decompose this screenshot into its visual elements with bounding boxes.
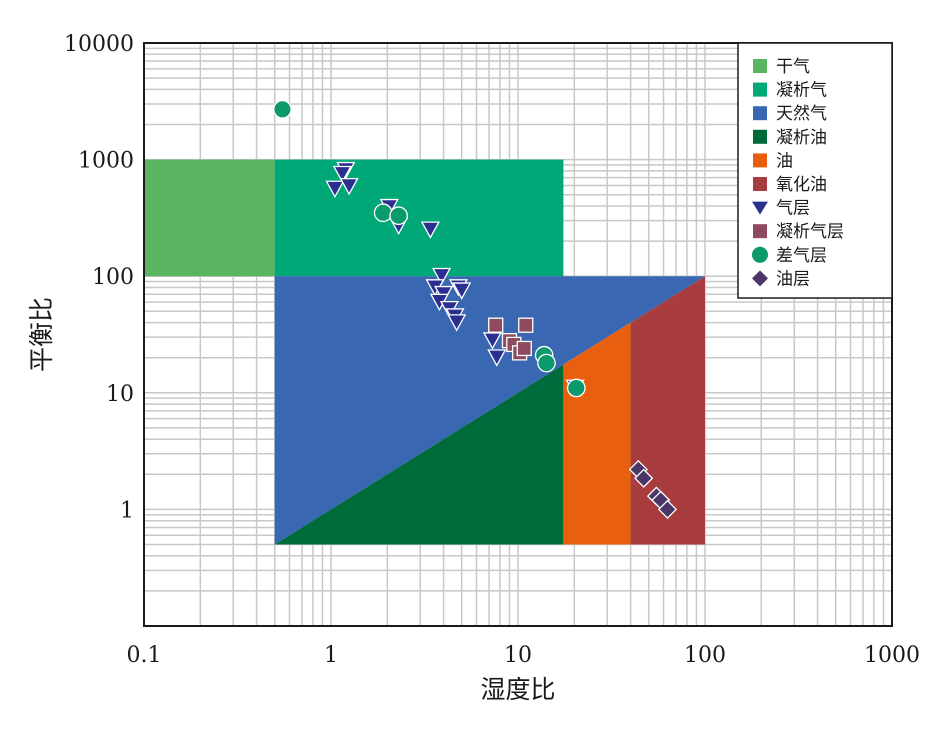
legend-swatch bbox=[753, 177, 767, 191]
legend-label: 油 bbox=[776, 151, 793, 171]
point-油层 bbox=[657, 499, 678, 519]
point-差气层 bbox=[373, 203, 393, 223]
legend-swatch bbox=[753, 129, 767, 144]
x-tick-label: 100 bbox=[684, 643, 726, 668]
point-凝析气层 bbox=[516, 340, 532, 357]
point-气层 bbox=[332, 165, 352, 184]
point-气层 bbox=[447, 314, 467, 332]
point-凝析气层 bbox=[488, 317, 504, 333]
y-tick-label: 1 bbox=[120, 498, 134, 523]
data-points bbox=[273, 99, 678, 519]
point-凝析气层 bbox=[518, 317, 534, 333]
classification-regions bbox=[144, 159, 705, 545]
legend-label: 气层 bbox=[776, 199, 810, 219]
point-差气层 bbox=[389, 206, 408, 226]
y-tick-label: 1000 bbox=[78, 149, 134, 174]
region-天然气 bbox=[274, 276, 705, 545]
x-axis-title: 湿度比 bbox=[480, 675, 555, 704]
legend-swatch bbox=[752, 246, 768, 263]
legend-swatch bbox=[752, 201, 768, 215]
legend-swatch bbox=[753, 59, 767, 73]
legend-swatch bbox=[752, 270, 768, 287]
point-差气层 bbox=[566, 378, 586, 398]
legend-label: 油层 bbox=[776, 269, 810, 289]
legend-swatch bbox=[753, 153, 767, 168]
point-气层 bbox=[339, 177, 359, 196]
point-气层 bbox=[452, 282, 472, 300]
point-气层 bbox=[431, 267, 452, 286]
x-tick-label: 1 bbox=[324, 643, 338, 668]
legend-swatch bbox=[753, 82, 767, 97]
point-气层 bbox=[487, 349, 507, 367]
x-tick-label: 10 bbox=[504, 643, 532, 668]
legend-label: 凝析油 bbox=[776, 128, 827, 148]
region-干气 bbox=[144, 159, 275, 277]
region-油 bbox=[563, 322, 631, 545]
plot-frame bbox=[143, 42, 893, 627]
legend-label: 凝析气层 bbox=[776, 222, 844, 242]
point-差气层 bbox=[537, 353, 556, 373]
y-tick-label: 100 bbox=[92, 265, 134, 290]
x-tick-label: 1000 bbox=[864, 643, 920, 668]
y-axis-title: 平衡比 bbox=[27, 297, 56, 372]
y-tick-label: 10000 bbox=[64, 32, 134, 57]
legend-label: 天然气 bbox=[776, 104, 827, 124]
legend-label: 干气 bbox=[776, 57, 810, 77]
point-气层 bbox=[482, 332, 503, 350]
point-差气层 bbox=[273, 99, 292, 119]
legend-label: 差气层 bbox=[776, 246, 827, 266]
legend-swatch bbox=[753, 224, 767, 239]
point-气层 bbox=[325, 180, 345, 199]
point-气层 bbox=[420, 221, 440, 239]
y-tick-label: 10 bbox=[106, 382, 134, 407]
region-凝析气 bbox=[274, 159, 564, 277]
point-油层 bbox=[634, 468, 654, 488]
legend-label: 氧化油 bbox=[776, 175, 827, 195]
tick-labels: 0.1 1 10 100 1000 1 10 100 1000 10000 bbox=[64, 32, 920, 668]
legend-swatch bbox=[753, 106, 767, 121]
x-tick-label: 0.1 bbox=[127, 643, 162, 668]
legend-label: 凝析气 bbox=[776, 81, 827, 101]
region-凝析油 bbox=[274, 364, 564, 545]
